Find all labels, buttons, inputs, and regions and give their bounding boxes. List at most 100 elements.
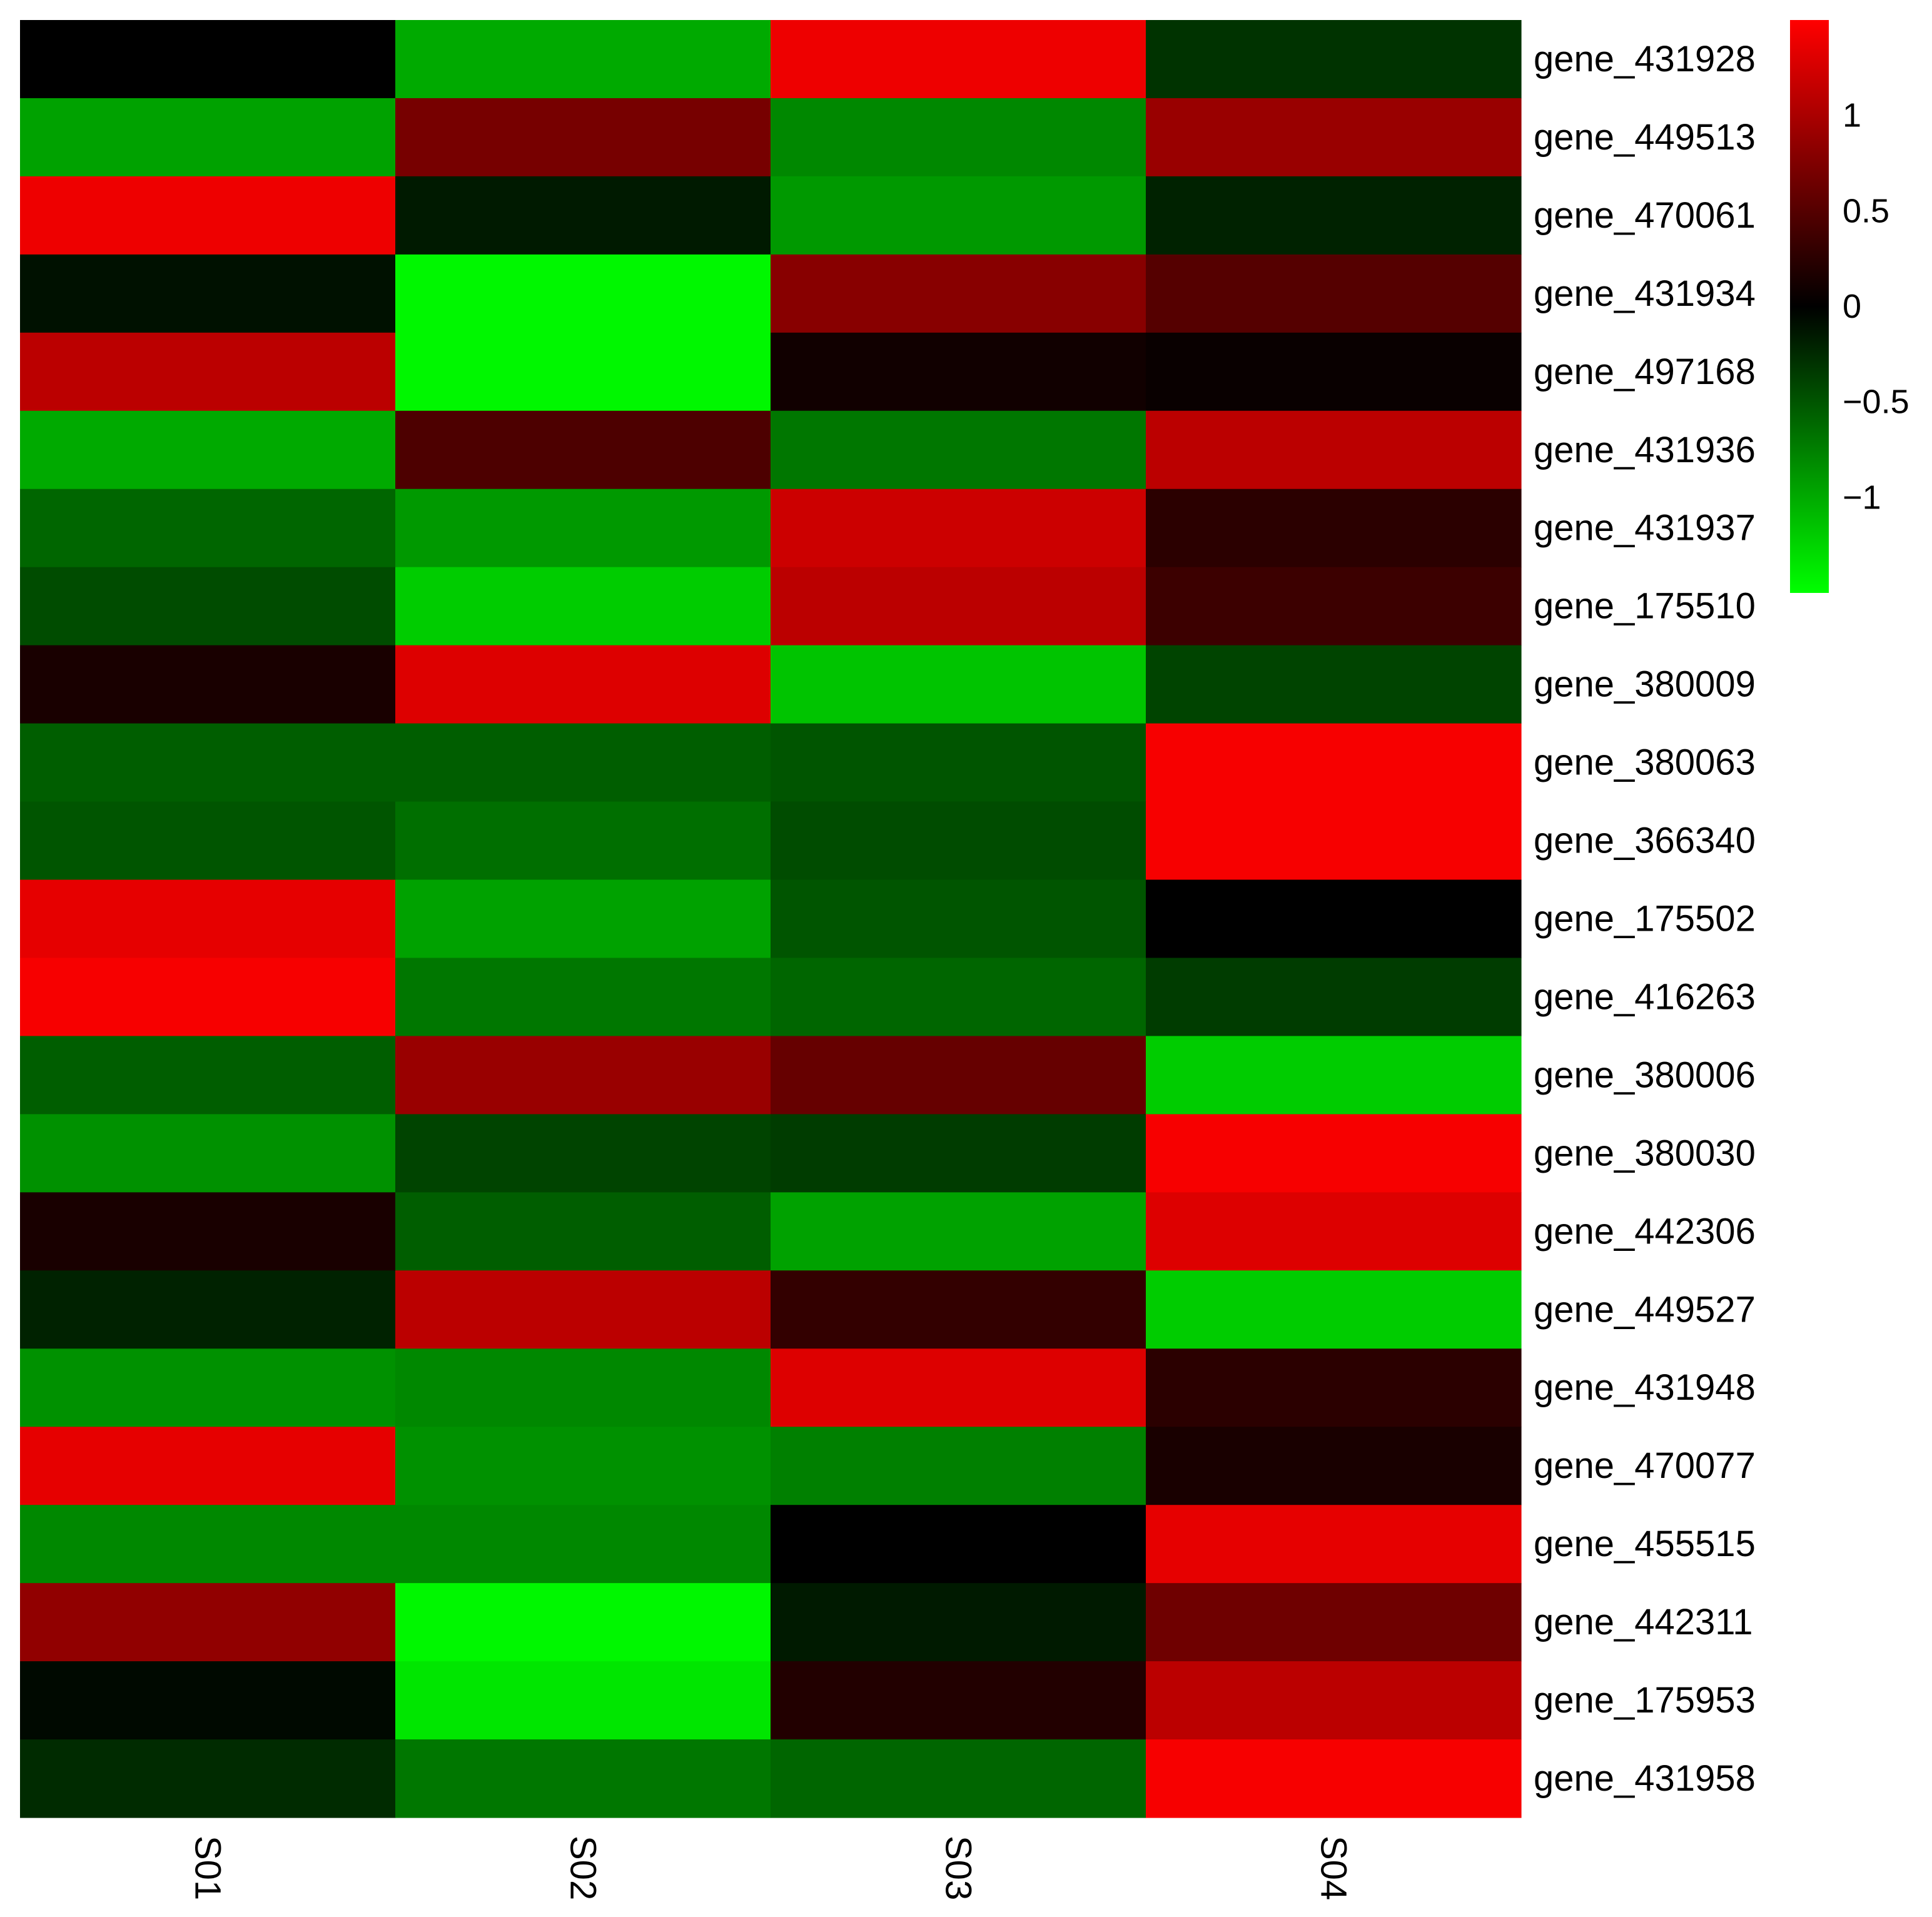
row-label: gene_431928: [1534, 39, 1756, 79]
heatmap-cell-gene_366340-S02: [395, 801, 771, 881]
heatmap-cell-gene_380030-S01: [20, 1114, 396, 1193]
column-label: S01: [188, 1836, 228, 1900]
heatmap-cell-gene_497168-S02: [395, 332, 771, 412]
heatmap-cell-gene_380009-S02: [395, 645, 771, 724]
heatmap-cell-gene_431937-S02: [395, 488, 771, 568]
heatmap-cell-gene_455515-S01: [20, 1505, 396, 1584]
row-label: gene_497168: [1534, 352, 1756, 392]
heatmap-cell-gene_449513-S03: [771, 98, 1146, 177]
heatmap-cell-gene_449527-S04: [1146, 1270, 1522, 1349]
row-label: gene_470061: [1534, 195, 1756, 236]
heatmap-cell-gene_442306-S02: [395, 1192, 771, 1271]
heatmap-cell-gene_431928-S01: [20, 20, 396, 99]
heatmap-cell-gene_380063-S03: [771, 723, 1146, 802]
heatmap-cell-gene_380063-S02: [395, 723, 771, 802]
heatmap-cell-gene_416263-S03: [771, 958, 1146, 1037]
heatmap-cell-gene_470061-S04: [1146, 176, 1522, 255]
heatmap-cell-gene_380009-S03: [771, 645, 1146, 724]
row-label: gene_449527: [1534, 1289, 1756, 1330]
heatmap-cell-gene_431948-S04: [1146, 1348, 1522, 1427]
heatmap-cell-gene_455515-S02: [395, 1505, 771, 1584]
row-label: gene_442311: [1534, 1602, 1753, 1642]
heatmap-cell-gene_431928-S03: [771, 20, 1146, 99]
heatmap-cell-gene_455515-S03: [771, 1505, 1146, 1584]
row-label: gene_175510: [1534, 586, 1756, 627]
row-label: gene_416263: [1534, 976, 1756, 1017]
heatmap-cell-gene_431958-S04: [1146, 1739, 1522, 1818]
heatmap-cell-gene_449513-S01: [20, 98, 396, 177]
column-label: S02: [563, 1836, 604, 1900]
heatmap-cell-gene_442311-S04: [1146, 1583, 1522, 1662]
row-label: gene_431934: [1534, 273, 1756, 314]
heatmap-cell-gene_497168-S04: [1146, 332, 1522, 412]
row-label: gene_449513: [1534, 117, 1756, 158]
heatmap-cell-gene_175510-S04: [1146, 567, 1522, 646]
color-legend: 1 0.5 0 −0.5 −1: [1790, 20, 1909, 593]
heatmap-cell-gene_416263-S04: [1146, 958, 1522, 1037]
heatmap-cell-gene_431937-S03: [771, 488, 1146, 568]
heatmap-cell-gene_431948-S03: [771, 1348, 1146, 1427]
heatmap-cell-gene_470061-S03: [771, 176, 1146, 255]
heatmap-cell-gene_366340-S04: [1146, 801, 1522, 881]
color-legend-ticks: 1 0.5 0 −0.5 −1: [1843, 97, 1909, 517]
heatmap-cell-gene_431958-S02: [395, 1739, 771, 1818]
heatmap-cells: [20, 20, 1522, 1818]
heatmap-cell-gene_431934-S02: [395, 254, 771, 333]
heatmap-cell-gene_366340-S03: [771, 801, 1146, 881]
heatmap-cell-gene_380063-S04: [1146, 723, 1522, 802]
row-label: gene_431958: [1534, 1758, 1756, 1799]
heatmap-cell-gene_449513-S04: [1146, 98, 1522, 177]
heatmap-cell-gene_442306-S04: [1146, 1192, 1522, 1271]
heatmap-cell-gene_380063-S01: [20, 723, 396, 802]
heatmap-cell-gene_431934-S01: [20, 254, 396, 333]
heatmap-cell-gene_470077-S01: [20, 1427, 396, 1505]
heatmap-cell-gene_380030-S04: [1146, 1114, 1522, 1193]
heatmap-cell-gene_175502-S02: [395, 879, 771, 959]
heatmap-cell-gene_431958-S01: [20, 1739, 396, 1818]
heatmap-cell-gene_175953-S04: [1146, 1661, 1522, 1740]
heatmap-cell-gene_380006-S01: [20, 1036, 396, 1115]
heatmap-cell-gene_431936-S03: [771, 410, 1146, 490]
heatmap-cell-gene_431928-S04: [1146, 20, 1522, 99]
row-label: gene_175953: [1534, 1680, 1756, 1721]
heatmap-cell-gene_497168-S03: [771, 332, 1146, 412]
row-label: gene_366340: [1534, 821, 1756, 861]
heatmap-cell-gene_431928-S02: [395, 20, 771, 99]
heatmap-cell-gene_455515-S04: [1146, 1505, 1522, 1584]
legend-tick-label: −0.5: [1843, 383, 1909, 421]
column-label: S03: [938, 1836, 979, 1900]
heatmap-cell-gene_175502-S04: [1146, 879, 1522, 959]
legend-tick-label: 0.5: [1843, 192, 1889, 230]
heatmap-cell-gene_431937-S01: [20, 488, 396, 568]
color-legend-bar: [1790, 20, 1829, 593]
row-label: gene_431936: [1534, 430, 1756, 470]
heatmap-cell-gene_470061-S01: [20, 176, 396, 255]
row-label: gene_442306: [1534, 1211, 1756, 1252]
heatmap-cell-gene_380030-S02: [395, 1114, 771, 1193]
heatmap-cell-gene_431936-S01: [20, 410, 396, 490]
heatmap-cell-gene_175510-S03: [771, 567, 1146, 646]
row-labels: gene_431928 gene_449513 gene_470061 gene_43…: [1534, 39, 1756, 1799]
row-label: gene_470077: [1534, 1445, 1756, 1486]
column-labels: S01 S02 S03 S04: [188, 1836, 1354, 1900]
heatmap-cell-gene_431936-S02: [395, 410, 771, 490]
row-label: gene_175502: [1534, 899, 1756, 939]
heatmap-cell-gene_380030-S03: [771, 1114, 1146, 1193]
heatmap-cell-gene_431934-S04: [1146, 254, 1522, 333]
legend-tick-label: 0: [1843, 288, 1861, 325]
row-label: gene_380030: [1534, 1133, 1756, 1173]
heatmap-cell-gene_442311-S01: [20, 1583, 396, 1662]
heatmap-cell-gene_431948-S02: [395, 1348, 771, 1427]
heatmap-cell-gene_497168-S01: [20, 332, 396, 412]
heatmap-cell-gene_470061-S02: [395, 176, 771, 255]
row-label: gene_380063: [1534, 742, 1756, 783]
column-label: S04: [1313, 1836, 1354, 1900]
heatmap-cell-gene_416263-S02: [395, 958, 771, 1037]
heatmap-cell-gene_380006-S04: [1146, 1036, 1522, 1115]
heatmap-cell-gene_175953-S03: [771, 1661, 1146, 1740]
heatmap-cell-gene_416263-S01: [20, 958, 396, 1037]
heatmap-cell-gene_442306-S03: [771, 1192, 1146, 1271]
heatmap-cell-gene_175510-S01: [20, 567, 396, 646]
